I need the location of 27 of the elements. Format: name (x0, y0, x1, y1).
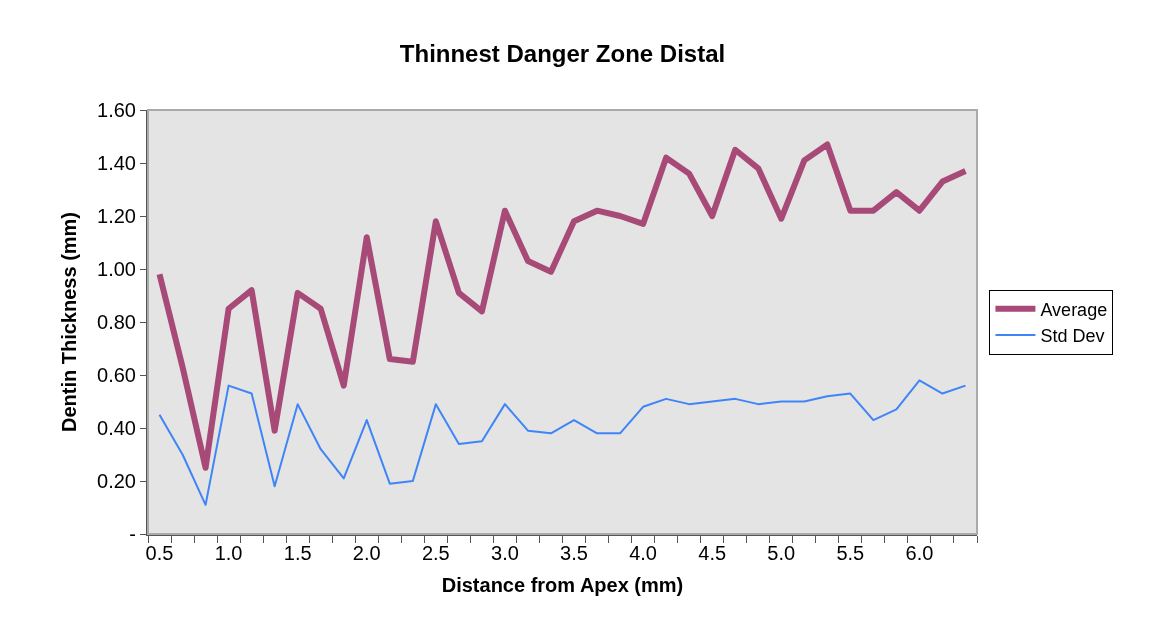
x-tick-label: 2.0 (352, 542, 381, 564)
x-tick-label: 4.0 (629, 542, 658, 564)
y-tick-label: 0.60 (97, 364, 136, 386)
legend-label: Average (1040, 299, 1108, 320)
chart-title: Thinnest Danger Zone Distal (399, 40, 726, 68)
legend-label: Std Dev (1040, 326, 1105, 347)
y-tick-label: 0.20 (97, 470, 136, 492)
y-tick-label: 1.20 (97, 205, 136, 227)
x-axis-title: Distance from Apex (mm) (441, 574, 684, 596)
y-axis-title: Dentin Thickness (mm) (58, 211, 81, 433)
x-tick-label: 3.0 (491, 542, 519, 564)
y-tick-label: - (129, 523, 136, 545)
y-tick-label: 0.40 (97, 417, 136, 439)
y-tick-label: 1.60 (97, 99, 136, 121)
x-tick-label: 1.5 (283, 542, 312, 564)
x-tick-label: 4.5 (698, 542, 727, 564)
x-tick-label: 5.5 (836, 542, 865, 564)
x-tick-label: 3.5 (560, 542, 588, 564)
x-tick-label: 5.0 (767, 542, 796, 564)
line-series (158, 379, 967, 506)
x-tick-label: 0.5 (145, 542, 174, 564)
y-tick-label: 0.80 (97, 311, 136, 333)
x-tick-label: 6.0 (905, 542, 934, 564)
x-tick-label: 1.0 (214, 542, 243, 564)
y-tick-label: 1.40 (97, 152, 136, 174)
x-tick-label: 2.5 (421, 542, 450, 564)
y-tick-label: 1.00 (97, 258, 136, 280)
